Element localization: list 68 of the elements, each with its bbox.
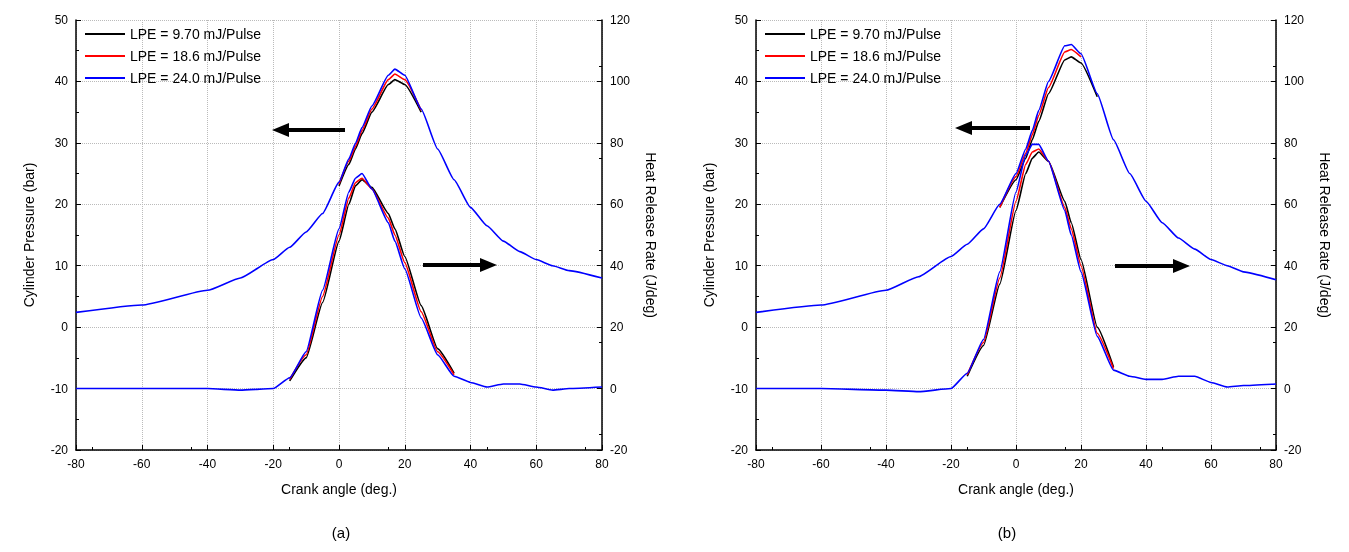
y-tick-label: 30: [54, 135, 69, 150]
y2-tick-label: 120: [610, 13, 631, 27]
legend-label: LPE = 9.70 mJ/Pulse: [130, 26, 262, 42]
y2-tick-label: 0: [610, 381, 617, 396]
line-series: [75, 172, 603, 391]
x-tick-label: 20: [1074, 457, 1088, 471]
x-axis-title: Crank angle (deg.): [281, 481, 397, 497]
y2-tick-label: 40: [610, 258, 624, 273]
text: (b): [997, 524, 1017, 541]
y2-tick-label: 40: [1284, 258, 1298, 273]
x-tick-label: -80: [747, 457, 765, 471]
y2-tick-label: -20: [1284, 443, 1302, 457]
y-tick-label: 20: [54, 197, 69, 212]
y2-axis-title: Heat Release Rate (J/deg): [643, 152, 659, 318]
y-tick-label: 20: [734, 197, 749, 212]
x-tick-label: 20: [398, 457, 412, 471]
y-tick-label: -10: [730, 381, 749, 396]
y-tick-label: 50: [54, 13, 69, 27]
legend-label: LPE = 18.6 mJ/Pulse: [810, 48, 942, 64]
x-axis-title: Crank angle (deg.): [958, 481, 1074, 497]
legend-label: LPE = 9.70 mJ/Pulse: [810, 26, 942, 42]
line-series: [75, 68, 603, 314]
legend-label: LPE = 18.6 mJ/Pulse: [130, 48, 262, 64]
y-tick-label: -20: [730, 443, 749, 457]
x-tick-label: 60: [1204, 457, 1218, 471]
y-tick-label: -20: [50, 443, 69, 457]
legend-label: LPE = 24.0 mJ/Pulse: [130, 70, 262, 86]
y2-tick-label: 120: [1284, 13, 1305, 27]
y2-tick-label: 80: [1284, 135, 1298, 150]
y-tick-label: 50: [734, 13, 749, 27]
x-tick-label: 40: [1139, 457, 1153, 471]
text: (a): [331, 524, 351, 541]
y2-tick-label: 80: [610, 135, 624, 150]
y2-tick-label: 60: [610, 197, 624, 212]
x-tick-label: -20: [264, 457, 283, 471]
x-tick-label: 80: [595, 457, 609, 471]
y-axis-title: Cylinder Pressure (bar): [701, 162, 717, 308]
y2-tick-label: 60: [1284, 197, 1298, 212]
x-tick-label: -40: [198, 457, 217, 471]
x-tick-label: 0: [1012, 457, 1020, 471]
y2-tick-label: -20: [610, 443, 628, 457]
y2-axis-title: Heat Release Rate (J/deg): [1317, 152, 1333, 318]
x-tick-label: 60: [529, 457, 544, 471]
y-tick-label: 30: [734, 135, 749, 150]
x-tick-label: 0: [335, 457, 343, 471]
x-tick-label: -80: [67, 457, 85, 471]
y-tick-label: 10: [734, 258, 749, 273]
y-tick-label: 0: [61, 320, 69, 335]
y-tick-label: 10: [54, 258, 69, 273]
line-series: [998, 48, 1082, 209]
x-tick-label: 40: [463, 457, 478, 471]
x-tick-label: -20: [942, 457, 960, 471]
x-tick-label: -60: [133, 457, 151, 471]
x-tick-label: -60: [812, 457, 830, 471]
y-tick-label: 0: [741, 320, 749, 335]
y-tick-label: 40: [734, 74, 749, 89]
y2-tick-label: 0: [1284, 381, 1291, 396]
y-axis-title: Cylinder Pressure (bar): [21, 162, 37, 308]
line-series: [998, 56, 1099, 209]
y-tick-label: 40: [54, 74, 69, 89]
y2-tick-label: 100: [610, 74, 631, 89]
x-tick-label: 80: [1269, 457, 1283, 471]
legend-label: LPE = 24.0 mJ/Pulse: [810, 70, 942, 86]
y-tick-label: -10: [50, 381, 69, 396]
y2-tick-label: 20: [1284, 320, 1298, 335]
y2-tick-label: 100: [1284, 74, 1305, 89]
x-tick-label: -40: [877, 457, 895, 471]
y2-tick-label: 20: [610, 320, 624, 335]
